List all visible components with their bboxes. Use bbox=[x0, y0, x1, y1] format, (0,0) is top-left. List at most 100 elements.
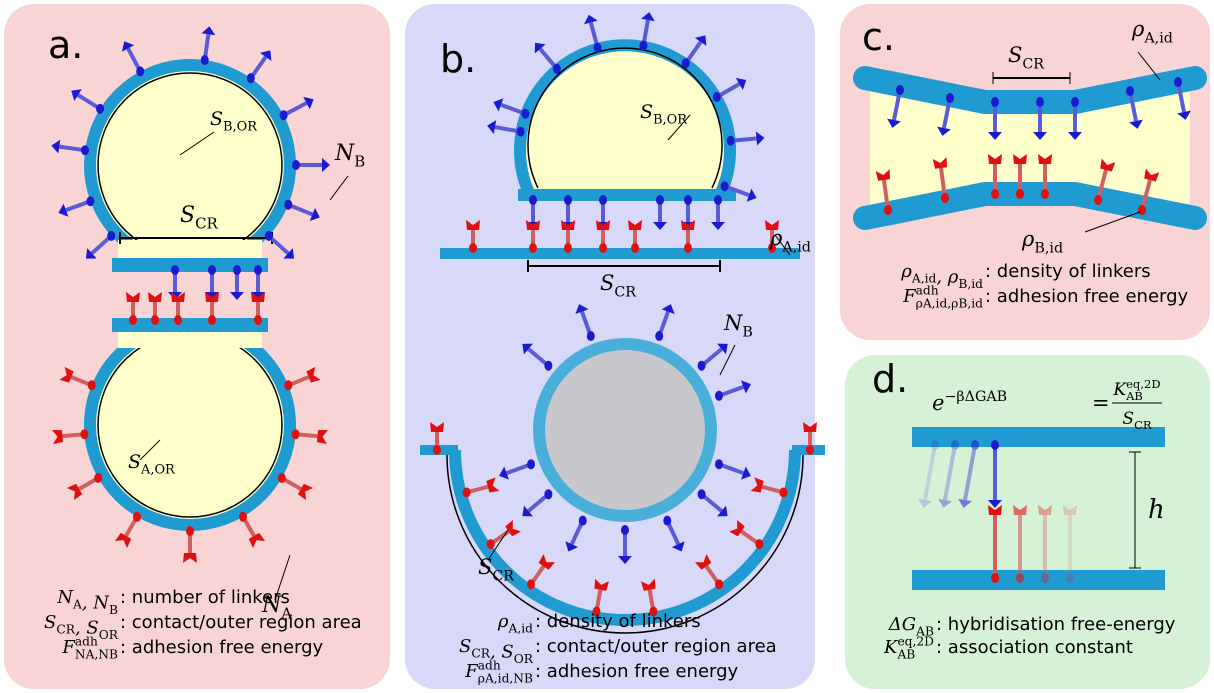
math-base: S bbox=[1008, 43, 1022, 67]
linker-head bbox=[59, 366, 74, 383]
math-equals: = bbox=[1092, 391, 1110, 415]
linker-anchor bbox=[527, 459, 536, 470]
math-sub: CR bbox=[195, 215, 218, 233]
legend-symbol: Fadh NA,NB bbox=[61, 634, 118, 661]
math-base: S bbox=[600, 271, 614, 295]
linker-anchor bbox=[200, 55, 209, 66]
cell-inner bbox=[118, 240, 262, 258]
linker-head bbox=[522, 343, 533, 355]
leader bbox=[274, 554, 291, 601]
linker-stem bbox=[882, 179, 890, 211]
linker-anchor bbox=[971, 440, 979, 450]
linker-anchor bbox=[87, 380, 96, 391]
linker-head bbox=[1144, 168, 1160, 182]
math-label: NA bbox=[261, 593, 292, 623]
linker-anchor bbox=[80, 429, 89, 440]
math-sub: B,id bbox=[1034, 240, 1063, 256]
panel-label: d. bbox=[872, 357, 908, 401]
blue-linker bbox=[251, 265, 265, 300]
linker-anchor bbox=[86, 196, 95, 207]
linker-anchor bbox=[284, 199, 293, 210]
linker-anchor bbox=[726, 135, 735, 146]
linker-head bbox=[526, 220, 540, 230]
linker-anchor bbox=[486, 539, 495, 550]
leader bbox=[667, 114, 691, 141]
linker-anchor bbox=[208, 265, 216, 275]
red-linker bbox=[694, 554, 724, 590]
linker-head bbox=[641, 12, 655, 22]
math-base: e bbox=[932, 391, 944, 415]
linker-anchor bbox=[469, 243, 477, 253]
linker-head bbox=[918, 498, 932, 508]
panel-label: b. bbox=[440, 37, 476, 81]
linker-head bbox=[1100, 158, 1116, 172]
blue-linker bbox=[663, 515, 685, 552]
red-linker bbox=[526, 220, 540, 253]
math-base: S bbox=[640, 101, 653, 123]
blue-linker bbox=[988, 97, 1002, 140]
linker-anchor bbox=[621, 525, 629, 535]
red-linker bbox=[729, 519, 764, 550]
linker-head bbox=[741, 380, 751, 394]
red-linker bbox=[66, 473, 103, 501]
blue-linker bbox=[584, 14, 602, 53]
linker-anchor bbox=[529, 195, 537, 205]
linker-stem bbox=[287, 202, 314, 217]
linker-stem bbox=[939, 167, 947, 199]
linker-head bbox=[126, 292, 140, 302]
math-base: ΔG bbox=[888, 614, 916, 635]
math-label: SB,OR bbox=[640, 101, 688, 128]
math-base: ρ bbox=[1131, 17, 1145, 41]
linker-anchor bbox=[292, 160, 300, 170]
math-sup: eq,2D bbox=[1126, 377, 1161, 391]
red-linker bbox=[803, 422, 817, 455]
math-sub: CR bbox=[471, 646, 490, 660]
linker-anchor bbox=[720, 181, 729, 192]
math-sub: A,OR bbox=[140, 463, 176, 478]
math-base: N bbox=[261, 593, 282, 618]
math-label: SA,OR bbox=[128, 451, 176, 478]
blue-linker bbox=[71, 89, 105, 114]
linker-anchor bbox=[592, 606, 601, 617]
math-base: K bbox=[1112, 380, 1127, 400]
linker-stem bbox=[892, 89, 902, 121]
blue-linker bbox=[887, 85, 904, 128]
legend-symbol: SCR, SOR bbox=[44, 612, 119, 642]
math-sub: B bbox=[109, 603, 118, 617]
linker-head bbox=[230, 292, 244, 300]
blue-linker bbox=[1126, 86, 1143, 129]
math-label: e−βΔGAB bbox=[932, 389, 1007, 415]
linker-head bbox=[259, 50, 272, 61]
linker-head bbox=[618, 556, 632, 564]
linker-head bbox=[538, 554, 556, 570]
leader bbox=[1137, 51, 1161, 81]
linker-head bbox=[148, 292, 162, 302]
linker-stem bbox=[76, 93, 102, 111]
linker-anchor bbox=[578, 515, 587, 526]
linker-head bbox=[937, 126, 951, 136]
linker-anchor bbox=[599, 243, 607, 253]
red-linker bbox=[284, 366, 321, 391]
linker-anchor bbox=[433, 445, 441, 455]
linker-anchor bbox=[279, 110, 288, 121]
math-base: ρ bbox=[769, 226, 783, 250]
math-sub: B bbox=[742, 324, 752, 340]
linker-head bbox=[309, 207, 320, 221]
linker-stem bbox=[65, 199, 92, 213]
linker-anchor bbox=[755, 539, 764, 550]
membrane bbox=[912, 427, 1165, 447]
red-linker bbox=[1094, 158, 1116, 205]
linker-head bbox=[322, 158, 330, 172]
linker-head bbox=[51, 430, 64, 445]
linker-head bbox=[297, 483, 314, 501]
legend-symbol: ρA,id bbox=[497, 611, 533, 635]
linker-head bbox=[958, 498, 972, 508]
blue-linker bbox=[958, 440, 979, 508]
legend-text: : adhesion free energy bbox=[120, 637, 324, 658]
linker-head bbox=[71, 89, 82, 101]
math-base: S bbox=[44, 612, 56, 633]
linker-head bbox=[575, 304, 589, 314]
linker-head bbox=[717, 505, 728, 517]
blue-linker bbox=[51, 139, 90, 156]
red-linker bbox=[466, 220, 480, 253]
